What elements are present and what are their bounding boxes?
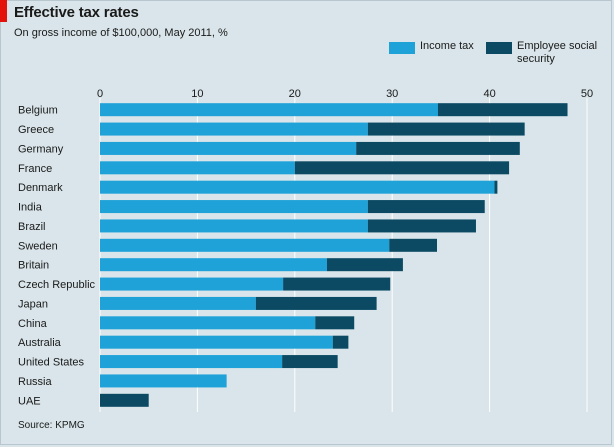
x-tick-label-0: 0	[97, 88, 103, 100]
bar-czech-republic-income-tax	[100, 277, 284, 291]
bar-belgium-social-security	[437, 103, 568, 117]
category-label-australia: Australia	[18, 337, 62, 349]
category-label-denmark: Denmark	[18, 182, 63, 194]
x-tick-label-10: 10	[191, 88, 203, 100]
bar-india-social-security	[367, 200, 485, 214]
legend-label-social-security: Employee social security	[517, 40, 598, 65]
bar-japan-social-security	[255, 296, 377, 310]
x-tick-label-50: 50	[581, 88, 593, 100]
bar-germany-income-tax	[100, 141, 357, 155]
category-label-britain: Britain	[18, 260, 49, 272]
bar-india-income-tax	[100, 200, 368, 214]
brand-tab	[0, 0, 7, 22]
bar-brazil-income-tax	[100, 219, 368, 233]
category-label-india: India	[18, 202, 43, 214]
bar-japan-income-tax	[100, 296, 256, 310]
bar-denmark-social-security	[494, 180, 498, 194]
category-label-japan: Japan	[18, 298, 48, 310]
category-label-czech-republic: Czech Republic	[18, 279, 96, 291]
category-label-united-states: United States	[18, 357, 85, 369]
bar-france-social-security	[294, 161, 510, 175]
category-label-germany: Germany	[18, 143, 64, 155]
x-tick-label-40: 40	[483, 88, 495, 100]
bar-united-states-social-security	[282, 355, 338, 369]
bar-sweden-social-security	[389, 238, 438, 252]
legend-swatch-social-security	[486, 42, 512, 54]
chart-title: Effective tax rates	[14, 4, 139, 21]
bar-australia-social-security	[332, 335, 349, 349]
x-tick-label-30: 30	[386, 88, 398, 100]
bar-australia-income-tax	[100, 335, 333, 349]
category-label-belgium: Belgium	[18, 105, 58, 117]
legend-item-income-tax: Income tax	[389, 40, 480, 54]
category-label-france: France	[18, 163, 52, 175]
legend-swatch-income-tax	[389, 42, 415, 54]
bar-china-income-tax	[100, 316, 316, 330]
bar-sweden-income-tax	[100, 238, 390, 252]
x-tick-label-20: 20	[289, 88, 301, 100]
legend-label-income-tax: Income tax	[420, 40, 474, 52]
bar-britain-income-tax	[100, 258, 327, 272]
bar-uae-social-security	[100, 393, 149, 407]
category-label-china: China	[18, 318, 48, 330]
chart-subtitle: On gross income of $100,000, May 2011, %	[14, 27, 228, 39]
bar-united-states-income-tax	[100, 355, 283, 369]
bar-russia-income-tax	[100, 374, 227, 388]
bar-greece-social-security	[367, 122, 525, 136]
category-label-uae: UAE	[18, 395, 41, 407]
category-label-greece: Greece	[18, 124, 54, 136]
bar-brazil-social-security	[367, 219, 476, 233]
bar-belgium-income-tax	[100, 103, 438, 117]
bar-china-social-security	[315, 316, 355, 330]
bar-denmark-income-tax	[100, 180, 495, 194]
source-note: Source: KPMG	[18, 420, 85, 431]
bar-czech-republic-social-security	[283, 277, 391, 291]
bar-britain-social-security	[326, 258, 403, 272]
category-label-sweden: Sweden	[18, 240, 58, 252]
bar-france-income-tax	[100, 161, 295, 175]
bar-greece-income-tax	[100, 122, 368, 136]
category-label-brazil: Brazil	[18, 221, 46, 233]
legend-item-social-security: Employee social security	[486, 40, 612, 66]
bar-germany-social-security	[356, 141, 520, 155]
category-label-russia: Russia	[18, 376, 53, 388]
